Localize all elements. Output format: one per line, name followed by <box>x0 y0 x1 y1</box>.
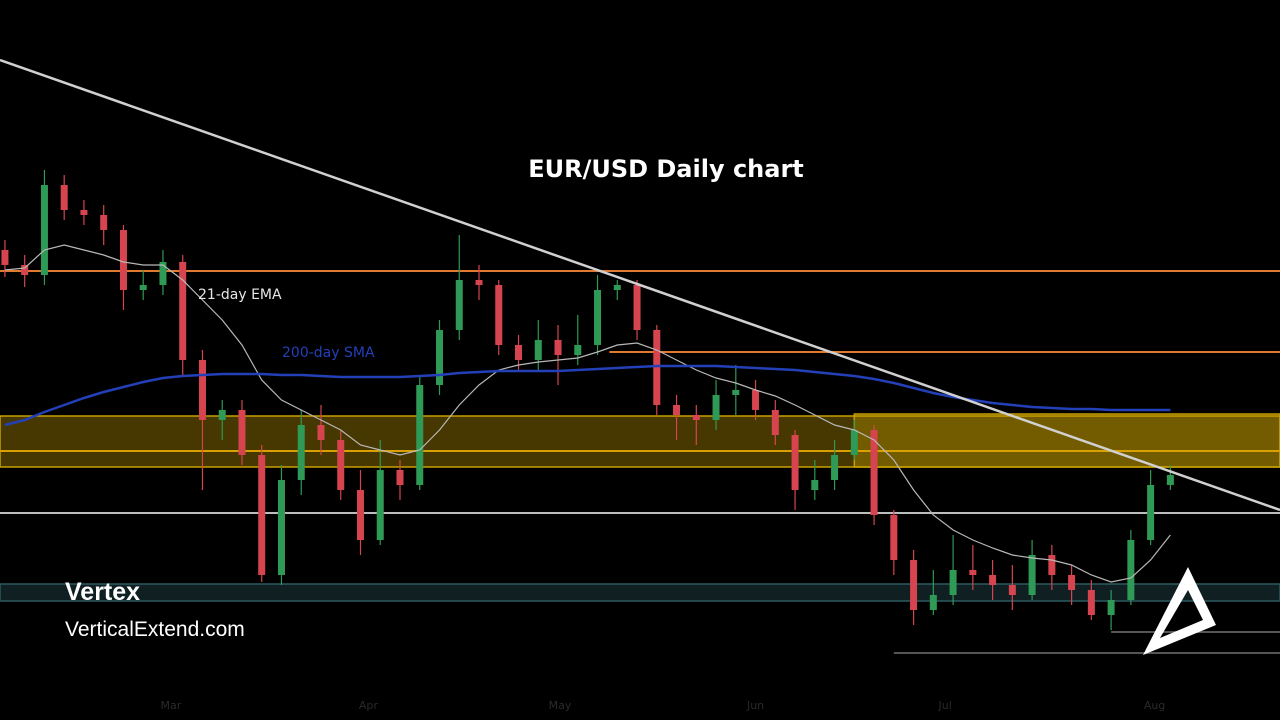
candle-body <box>416 385 424 485</box>
candle-body <box>949 570 957 595</box>
candle-body <box>554 340 562 355</box>
candle-body <box>771 410 779 435</box>
candle-body <box>653 330 661 405</box>
candle-body <box>139 285 147 290</box>
candle-body <box>534 340 542 360</box>
candle-body <box>574 345 582 355</box>
series-line <box>4 244 1171 583</box>
candle-body <box>40 185 48 275</box>
candle-body <box>396 470 404 485</box>
zone <box>0 583 1280 602</box>
candle-body <box>613 285 621 290</box>
candle-body <box>831 455 839 480</box>
candle-body <box>1107 600 1115 615</box>
candle-body <box>515 345 523 360</box>
candle-body <box>969 570 977 575</box>
candle-body <box>1028 555 1036 595</box>
candle-body <box>811 480 819 490</box>
candle-body <box>870 430 878 515</box>
candle-body <box>475 280 483 285</box>
candle-body <box>1087 590 1095 615</box>
candle-body <box>1068 575 1076 590</box>
trendline <box>0 58 1280 512</box>
layers: Mar Apr May Jun Jul Aug 21-day EMA 200-day SMA <box>0 58 1280 712</box>
series-label: 21-day EMA <box>198 287 282 303</box>
candle-body <box>1166 475 1174 485</box>
candle-body <box>1 250 9 265</box>
candle-body <box>850 430 858 455</box>
candle-body <box>989 575 997 585</box>
candle-body <box>752 390 760 410</box>
candle-body <box>218 410 226 420</box>
zone <box>0 415 1280 468</box>
candle-body <box>277 480 285 575</box>
zone <box>853 413 1280 468</box>
candle-body <box>732 390 740 395</box>
candle-body <box>238 410 246 455</box>
candle-body <box>21 265 29 275</box>
x-tick-label: Jul <box>938 699 952 712</box>
candle-body <box>633 285 641 330</box>
candle-body <box>100 215 108 230</box>
candle-body <box>337 440 345 490</box>
candle-body <box>1127 540 1135 600</box>
x-tick-label: Aug <box>1144 699 1165 712</box>
candle-body <box>890 515 898 560</box>
series-line <box>4 364 1171 427</box>
candle-body <box>1048 555 1056 575</box>
candle-body <box>159 262 167 285</box>
candle-body <box>791 435 799 490</box>
candle-body <box>495 285 503 345</box>
candle-body <box>258 455 266 575</box>
candle-body <box>929 595 937 610</box>
candle-body <box>1147 485 1155 540</box>
x-tick-label: May <box>549 699 572 712</box>
logo <box>1143 567 1216 655</box>
candle-body <box>692 415 700 420</box>
candle-body <box>119 230 127 290</box>
candle-body <box>910 560 918 610</box>
x-tick-label: Mar <box>160 699 181 712</box>
candle-body <box>436 330 444 385</box>
candle-body <box>455 280 463 330</box>
brand-site: VerticalExtend.com <box>65 618 245 641</box>
candle-body <box>198 360 206 420</box>
candle-body <box>376 470 384 540</box>
candle-body <box>356 490 364 540</box>
candle-body <box>1008 585 1016 595</box>
candle-body <box>712 395 720 420</box>
brand-name: Vertex <box>65 578 141 606</box>
series-label: 200-day SMA <box>282 345 375 361</box>
candle-body <box>80 210 88 215</box>
candle-body <box>179 262 187 360</box>
candle-body <box>297 425 305 480</box>
x-tick-label: Jun <box>746 699 764 712</box>
candle-body <box>60 185 68 210</box>
chart-title: EUR/USD Daily chart <box>528 155 804 183</box>
candle-body <box>594 290 602 345</box>
candle-body <box>317 425 325 440</box>
candle-body <box>673 405 681 415</box>
x-tick-label: Apr <box>359 699 379 712</box>
